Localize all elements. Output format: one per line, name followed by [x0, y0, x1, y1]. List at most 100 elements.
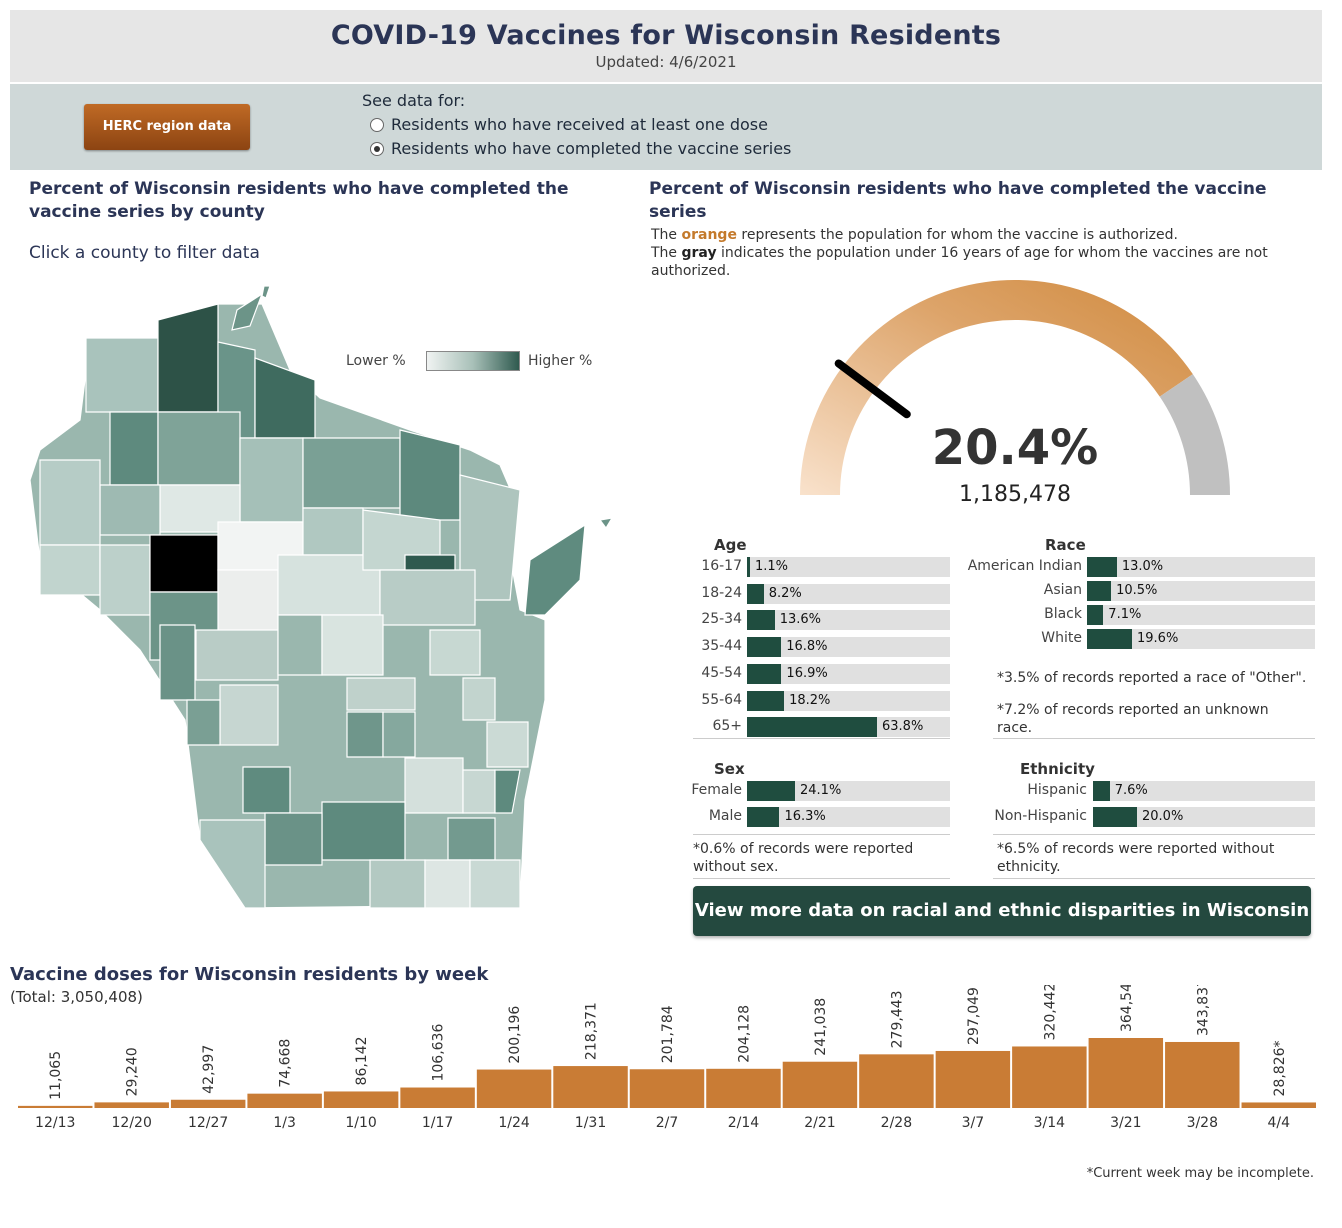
divider	[693, 834, 950, 835]
map-title-line1: Percent of Wisconsin residents who have …	[29, 179, 569, 199]
age-bar-label: 65+	[712, 718, 742, 735]
week-bar[interactable]	[323, 1091, 399, 1108]
ethnicity-note: *6.5% of records were reported without et…	[997, 841, 1275, 875]
week-bar[interactable]	[400, 1087, 475, 1108]
county	[99, 484, 161, 536]
sex-bar-fill	[747, 807, 780, 827]
age-bar-value: 1.1%	[755, 559, 789, 574]
radio-button[interactable]	[370, 117, 384, 132]
age-bar-track[interactable]: 16.8%	[747, 637, 950, 658]
county	[321, 614, 384, 676]
wisconsin-map[interactable]	[0, 280, 620, 920]
week-bar[interactable]	[782, 1061, 858, 1108]
county	[462, 769, 496, 814]
week-bar-value: 74,668	[278, 1039, 294, 1088]
week-bar[interactable]	[18, 1105, 93, 1108]
ethnicity-bar-track[interactable]: 7.6%	[1093, 781, 1315, 801]
week-bar[interactable]	[476, 1069, 552, 1108]
ethnicity-bar-label: Hispanic	[1027, 782, 1087, 798]
age-bar-track[interactable]: 1.1%	[747, 557, 950, 577]
week-bar[interactable]	[170, 1099, 246, 1108]
radio-button-selected[interactable]	[370, 141, 384, 156]
age-bar-track[interactable]: 18.2%	[747, 690, 950, 711]
age-bar-track[interactable]: 16.9%	[747, 663, 950, 684]
radio-option-one-dose[interactable]: Residents who have received at least one…	[370, 115, 768, 134]
week-bar[interactable]	[1241, 1102, 1316, 1108]
county	[302, 507, 364, 556]
county	[277, 614, 323, 676]
week-bar-value: 297,049	[966, 987, 982, 1045]
age-bar-track[interactable]: 8.2%	[747, 583, 950, 604]
weekly-footnote: *Current week may be incomplete.	[1086, 1166, 1314, 1181]
week-bar-value: 42,997	[201, 1045, 217, 1094]
age-bar-fill	[747, 717, 877, 738]
week-bar[interactable]	[935, 1050, 1011, 1108]
week-tick-label: 2/28	[881, 1115, 912, 1131]
legend-high-label: Higher %	[528, 353, 593, 369]
county	[598, 517, 614, 530]
age-bar-value: 63.8%	[882, 719, 924, 735]
county	[85, 337, 159, 413]
gauge-percent: 20.4%	[931, 420, 1099, 476]
gauge-chart	[800, 280, 1230, 495]
weekly-chart-title: Vaccine doses for Wisconsin residents by…	[10, 964, 489, 985]
sex-title: Sex	[714, 760, 745, 778]
age-bar-value: 8.2%	[768, 585, 802, 601]
race-bar-track[interactable]: 19.6%	[1087, 629, 1315, 649]
week-tick-label: 1/31	[575, 1115, 606, 1131]
county	[369, 859, 426, 909]
week-bar[interactable]	[247, 1093, 322, 1108]
week-bar[interactable]	[1165, 1041, 1240, 1108]
age-bar-label: 45-54	[701, 664, 742, 681]
age-bar-value: 13.6%	[779, 612, 822, 628]
age-bar-track[interactable]: 63.8%	[747, 717, 950, 738]
radio-label: Residents who have received at least one…	[391, 115, 768, 134]
age-bar-value: 16.8%	[786, 639, 828, 655]
age-bar-fill	[747, 690, 785, 711]
race-title: Race	[1045, 536, 1086, 554]
week-bar-value: 218,371	[584, 1002, 600, 1060]
age-bar-value: 16.9%	[786, 665, 828, 681]
sex-bar-track[interactable]: 24.1%	[747, 781, 950, 801]
map-instruction: Click a county to filter data	[29, 243, 260, 263]
disparities-button[interactable]: View more data on racial and ethnic disp…	[693, 886, 1311, 936]
legend-gradient	[426, 351, 520, 371]
divider	[993, 834, 1315, 835]
age-bar-track[interactable]: 13.6%	[747, 610, 950, 631]
gauge-note-orange: The orange represents the population for…	[651, 227, 1178, 243]
week-bar-value: 204,128	[736, 1005, 752, 1063]
radio-label: Residents who have completed the vaccine…	[391, 139, 792, 158]
week-bar[interactable]	[859, 1054, 934, 1108]
week-bar[interactable]	[1012, 1046, 1087, 1108]
week-bar[interactable]	[94, 1102, 169, 1108]
week-bar[interactable]	[629, 1069, 705, 1108]
race-bar-value: 19.6%	[1137, 631, 1179, 646]
sex-bar-value: 24.1%	[800, 783, 842, 798]
county	[239, 437, 304, 523]
race-bar-label: Black	[1044, 606, 1082, 622]
race-bar-track[interactable]: 13.0%	[1087, 557, 1315, 577]
sex-bar-track[interactable]: 16.3%	[747, 807, 950, 827]
week-tick-label: 1/24	[498, 1115, 530, 1131]
gauge-title-line2: series	[649, 202, 707, 222]
week-bar[interactable]	[1088, 1038, 1164, 1108]
race-bar-track[interactable]: 7.1%	[1087, 605, 1315, 625]
county	[157, 303, 219, 413]
week-tick-label: 4/4	[1267, 1115, 1290, 1131]
sex-note: *0.6% of records were reported without se…	[693, 841, 914, 875]
ethnicity-bar-track[interactable]: 20.0%	[1093, 807, 1315, 827]
county	[199, 819, 266, 909]
herc-region-button[interactable]: HERC region data	[84, 104, 250, 150]
gauge-unauthorized-arc	[1159, 374, 1230, 495]
age-bar-label: 25-34	[701, 611, 742, 628]
weekly-bar-chart: 11,065 12/13 29,240 12/20 42,997 12/27 74,668 1…	[18, 985, 1316, 1131]
age-bar-fill	[747, 583, 764, 604]
age-bar-label: 55-64	[701, 691, 742, 708]
week-bar[interactable]	[706, 1068, 781, 1108]
week-bar[interactable]	[553, 1066, 628, 1108]
radio-option-completed[interactable]: Residents who have completed the vaccine…	[370, 139, 791, 158]
gauge-title: Percent of Wisconsin residents who have …	[649, 178, 1267, 224]
county	[109, 411, 159, 486]
sex-bar-label: Female	[691, 782, 742, 798]
race-bar-track[interactable]: 10.5%	[1087, 581, 1315, 601]
